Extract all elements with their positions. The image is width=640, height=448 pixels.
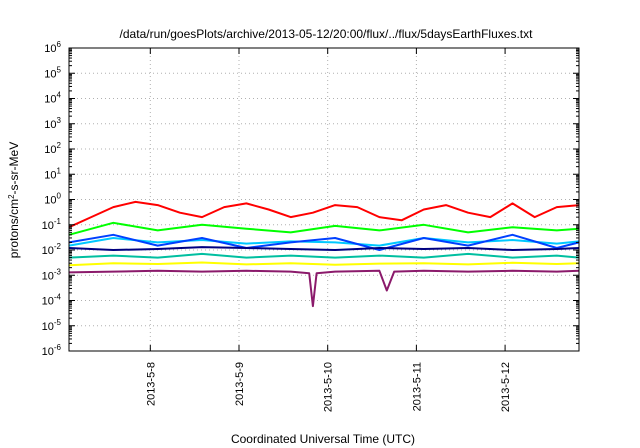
y-tick-label: 103: [44, 116, 61, 131]
y-tick-exp: 0: [57, 192, 62, 201]
x-tick-label: 2013-5-8: [145, 362, 157, 406]
y-tick-label: 10-1: [42, 217, 62, 232]
series-line-1: [68, 221, 580, 236]
y-tick-exp: -3: [54, 267, 62, 276]
y-tick-label: 10-3: [42, 267, 62, 282]
y-tick-labels: 10-610-510-410-310-210-11001011021031041…: [42, 40, 62, 358]
y-tick-exp: 1: [57, 166, 62, 175]
y-tick-exp: -4: [54, 293, 62, 302]
y-tick-exp: 2: [57, 141, 62, 150]
y-tick-label: 10-4: [42, 293, 62, 308]
y-tick-label: 100: [44, 192, 61, 207]
y-axis-title: protons/cm2-s-sr-MeV: [7, 142, 22, 258]
y-tick-base: 10: [44, 43, 56, 55]
y-tick-exp: -1: [54, 217, 62, 226]
y-tick-label: 10-6: [42, 343, 62, 358]
y-axis-title-prefix: protons/cm: [7, 199, 21, 258]
y-tick-base: 10: [42, 321, 54, 333]
x-tick-label: 2013-5-9: [234, 362, 246, 406]
x-tick-label: 2013-5-12: [500, 362, 512, 412]
x-tick-label: 2013-5-11: [411, 362, 423, 411]
y-tick-exp: 6: [57, 40, 62, 49]
y-tick-base: 10: [44, 68, 56, 80]
series-line-7: [68, 269, 580, 308]
x-tick-labels: 2013-5-8 2013-5-9 2013-5-10 2013-5-11 2013-5…: [145, 362, 512, 412]
y-tick-exp: 4: [57, 91, 62, 100]
series-line-4: [68, 246, 580, 251]
y-tick-base: 10: [42, 220, 54, 232]
y-tick-exp: -2: [54, 242, 62, 251]
y-axis-title-suffix: -s-sr-MeV: [7, 142, 21, 195]
y-tick-exp: 5: [57, 65, 62, 74]
series-line-6: [68, 261, 580, 267]
y-tick-base: 10: [44, 144, 56, 156]
y-tick-label: 102: [44, 141, 61, 156]
y-tick-base: 10: [44, 94, 56, 106]
axis-ticks: [69, 47, 579, 352]
series-line-3: [68, 233, 580, 251]
y-tick-base: 10: [44, 195, 56, 207]
y-tick-exp: 3: [57, 116, 62, 125]
series-line-5: [68, 252, 580, 259]
series-line-0: [68, 200, 580, 229]
y-tick-label: 106: [44, 40, 61, 55]
y-tick-base: 10: [42, 346, 54, 358]
series-line-2: [68, 237, 580, 247]
y-axis-title-sup: 2: [7, 194, 16, 199]
y-tick-label: 104: [44, 91, 61, 106]
y-tick-label: 10-5: [42, 318, 62, 333]
y-tick-label: 105: [44, 65, 61, 80]
series-lines: [68, 200, 580, 308]
y-tick-label: 10-2: [42, 242, 62, 257]
y-tick-exp: -6: [54, 343, 62, 352]
x-axis-title: Coordinated Universal Time (UTC): [231, 432, 415, 446]
y-tick-exp: -5: [54, 318, 62, 327]
chart-title: /data/run/goesPlots/archive/2013-05-12/2…: [120, 27, 534, 41]
y-tick-base: 10: [44, 119, 56, 131]
y-tick-base: 10: [42, 245, 54, 257]
y-tick-label: 101: [44, 166, 61, 181]
y-tick-base: 10: [44, 169, 56, 181]
y-tick-base: 10: [42, 296, 54, 308]
x-tick-label: 2013-5-10: [323, 362, 335, 412]
y-tick-base: 10: [42, 270, 54, 282]
grid-lines: [69, 48, 579, 351]
